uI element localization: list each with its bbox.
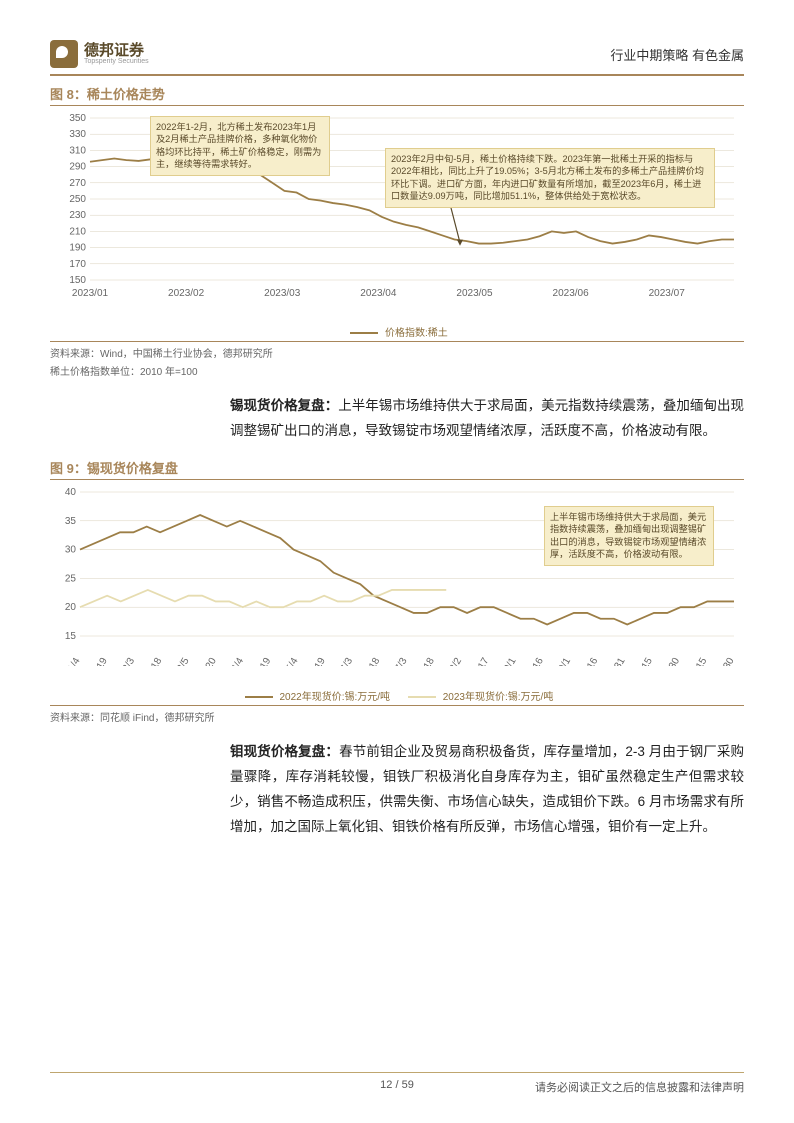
svg-text:170: 170 bbox=[69, 259, 86, 270]
svg-text:40: 40 bbox=[65, 487, 77, 498]
svg-text:20: 20 bbox=[65, 602, 77, 613]
svg-text:7/18: 7/18 bbox=[418, 656, 437, 666]
svg-text:10/1: 10/1 bbox=[554, 656, 573, 666]
svg-text:230: 230 bbox=[69, 210, 86, 221]
svg-text:9/1: 9/1 bbox=[502, 656, 519, 666]
svg-text:270: 270 bbox=[69, 178, 86, 189]
page-header: 德邦证券 Topsperity Securities 行业中期策略 有色金属 bbox=[50, 40, 744, 68]
footer-disclaimer: 请务必阅读正文之后的信息披露和法律声明 bbox=[535, 1079, 744, 1095]
svg-text:6/3: 6/3 bbox=[339, 656, 356, 666]
fig8-callout-2: 2023年2月中旬-5月，稀土价格持续下跌。2023年第一批稀土开采的指标与20… bbox=[385, 148, 715, 208]
svg-text:190: 190 bbox=[69, 243, 86, 254]
fig8-source-2: 稀土价格指数单位：2010 年=100 bbox=[50, 366, 744, 380]
svg-text:8/2: 8/2 bbox=[448, 656, 465, 666]
company-name-cn: 德邦证券 bbox=[84, 43, 149, 58]
header-right-text: 行业中期策略 有色金属 bbox=[610, 45, 744, 64]
svg-text:4/4: 4/4 bbox=[230, 656, 247, 666]
svg-text:250: 250 bbox=[69, 194, 86, 205]
fig9-legend: 2022年现货价:锡:万元/吨 2023年现货价:锡:万元/吨 bbox=[50, 688, 744, 703]
svg-text:2023/05: 2023/05 bbox=[456, 288, 493, 299]
svg-text:11/15: 11/15 bbox=[633, 656, 655, 666]
svg-text:150: 150 bbox=[69, 275, 86, 286]
page-footer: 12 / 59 请务必阅读正文之后的信息披露和法律声明 bbox=[50, 1072, 744, 1095]
svg-text:2023/07: 2023/07 bbox=[649, 288, 686, 299]
svg-text:5/19: 5/19 bbox=[309, 656, 328, 666]
svg-text:1/19: 1/19 bbox=[91, 656, 110, 666]
fig9-callout: 上半年锡市场维持供大于求局面，美元指数持续震荡，叠加缅甸出现调整锡矿出口的消息，… bbox=[544, 506, 714, 566]
fig8-title: 图 8：稀土价格走势 bbox=[50, 84, 744, 103]
svg-text:2/18: 2/18 bbox=[145, 656, 164, 666]
svg-text:35: 35 bbox=[65, 516, 77, 527]
svg-text:12/30: 12/30 bbox=[715, 656, 737, 666]
para-mo-lead: 钼现货价格复盘： bbox=[230, 744, 339, 759]
fig8-legend: 价格指数:稀土 bbox=[50, 324, 744, 339]
svg-text:290: 290 bbox=[69, 162, 86, 173]
svg-text:2/3: 2/3 bbox=[121, 656, 138, 666]
svg-text:2023/04: 2023/04 bbox=[360, 288, 397, 299]
svg-text:5/4: 5/4 bbox=[284, 656, 301, 666]
svg-text:12/15: 12/15 bbox=[687, 656, 709, 666]
fig9-legend-2023: 2023年现货价:锡:万元/吨 bbox=[443, 692, 554, 703]
svg-text:15: 15 bbox=[65, 631, 77, 642]
header-rule bbox=[50, 74, 744, 76]
fig9-bottom-rule bbox=[50, 705, 744, 706]
svg-text:350: 350 bbox=[69, 113, 86, 124]
logo-icon bbox=[50, 40, 78, 68]
svg-text:25: 25 bbox=[65, 573, 77, 584]
svg-text:1/4: 1/4 bbox=[66, 656, 83, 666]
svg-text:330: 330 bbox=[69, 129, 86, 140]
svg-text:8/17: 8/17 bbox=[472, 656, 491, 666]
fig9-legend-swatch-2022 bbox=[245, 696, 273, 698]
fig8-bottom-rule bbox=[50, 341, 744, 342]
fig8-top-rule bbox=[50, 105, 744, 106]
fig8-callout-1: 2022年1-2月，北方稀土发布2023年1月及2月稀土产品挂牌价格，多种氧化物… bbox=[150, 116, 330, 176]
svg-text:9/16: 9/16 bbox=[527, 656, 546, 666]
svg-text:7/3: 7/3 bbox=[393, 656, 410, 666]
svg-text:6/18: 6/18 bbox=[363, 656, 382, 666]
svg-text:2023/06: 2023/06 bbox=[553, 288, 590, 299]
svg-text:2023/01: 2023/01 bbox=[72, 288, 109, 299]
svg-text:30: 30 bbox=[65, 545, 77, 556]
svg-text:310: 310 bbox=[69, 145, 86, 156]
fig9-title: 图 9：锡现货价格复盘 bbox=[50, 458, 744, 477]
svg-text:3/5: 3/5 bbox=[175, 656, 192, 666]
svg-text:210: 210 bbox=[69, 226, 86, 237]
svg-text:2023/03: 2023/03 bbox=[264, 288, 301, 299]
fig9-chart: 15 20 25 30 35 40 1/4 1/19 2/3 2/18 3/5 3/20 4/4 4/19… bbox=[50, 486, 744, 686]
svg-text:10/16: 10/16 bbox=[578, 656, 600, 666]
fig8-legend-label: 价格指数:稀土 bbox=[385, 328, 448, 339]
svg-text:11/30: 11/30 bbox=[660, 656, 682, 666]
logo: 德邦证券 Topsperity Securities bbox=[50, 40, 149, 68]
company-name-en: Topsperity Securities bbox=[84, 58, 149, 65]
svg-text:4/19: 4/19 bbox=[254, 656, 273, 666]
para-mo: 钼现货价格复盘：春节前钼企业及贸易商积极备货，库存量增加，2-3 月由于钢厂采购… bbox=[50, 740, 744, 840]
fig9-top-rule bbox=[50, 479, 744, 480]
fig8-source-1: 资料来源：Wind，中国稀土行业协会，德邦研究所 bbox=[50, 348, 744, 362]
fig8-chart: 150 170 190 210 230 250 270 290 310 330 350 2023/01… bbox=[50, 112, 744, 322]
fig9-legend-swatch-2023 bbox=[408, 696, 436, 698]
page-number: 12 / 59 bbox=[380, 1079, 414, 1091]
svg-text:10/31: 10/31 bbox=[606, 656, 628, 666]
para-tin-lead: 锡现货价格复盘： bbox=[230, 398, 338, 413]
svg-text:3/20: 3/20 bbox=[200, 656, 219, 666]
fig9-source: 资料来源：同花顺 iFind，德邦研究所 bbox=[50, 712, 744, 726]
svg-text:2023/02: 2023/02 bbox=[168, 288, 205, 299]
fig8-legend-swatch bbox=[350, 332, 378, 334]
fig9-legend-2022: 2022年现货价:锡:万元/吨 bbox=[279, 692, 390, 703]
para-tin: 锡现货价格复盘：上半年锡市场维持供大于求局面，美元指数持续震荡，叠加缅甸出现调整… bbox=[50, 394, 744, 444]
